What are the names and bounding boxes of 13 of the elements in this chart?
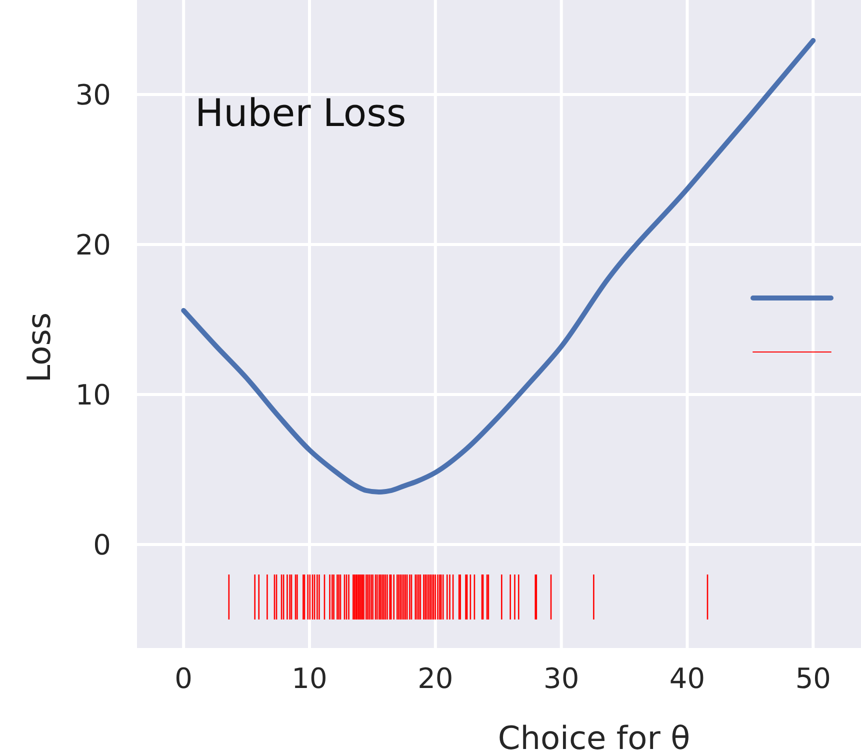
x-tick-label: 40 — [669, 662, 706, 695]
text: Huber Loss — [195, 91, 406, 135]
x-axis-title: Choice for θ — [498, 719, 690, 755]
y-axis-title: Loss — [20, 312, 58, 383]
x-tick-label: 10 — [292, 662, 328, 695]
y-tick-label: 20 — [75, 228, 111, 262]
y-tick-label: 30 — [75, 78, 111, 112]
x-tick-label: 50 — [795, 662, 831, 695]
x-tick-label: 30 — [544, 662, 580, 695]
y-tick-label: 10 — [75, 378, 111, 412]
y-tick-label: 0 — [93, 528, 111, 562]
x-tick-label: 20 — [418, 662, 454, 695]
x-tick-label: 0 — [174, 662, 192, 695]
